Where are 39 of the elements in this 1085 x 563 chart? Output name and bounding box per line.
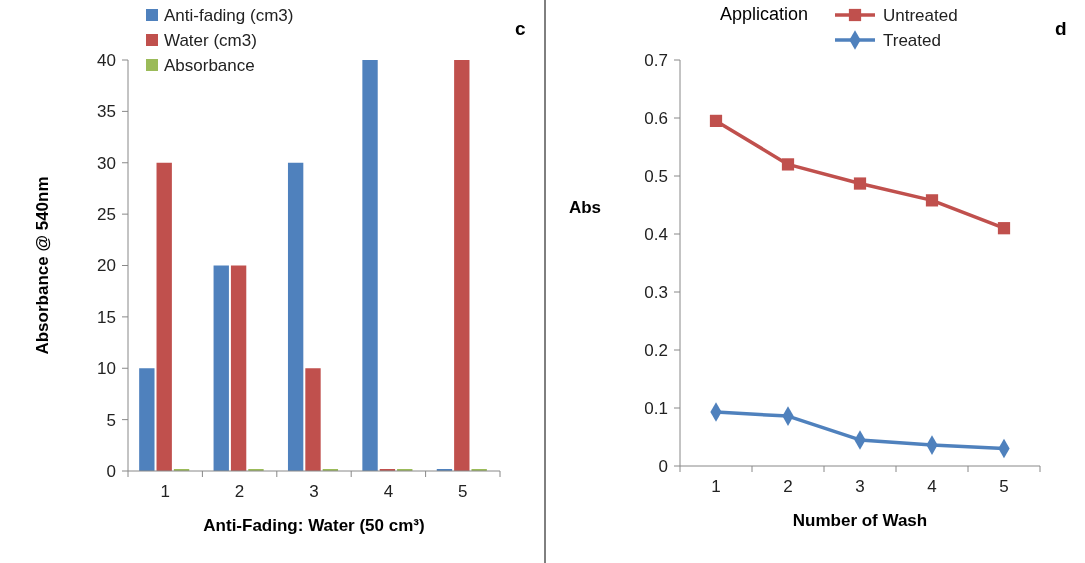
x-tick-label: 3 xyxy=(855,477,865,496)
text: d xyxy=(1055,18,1067,39)
x-tick-label: 4 xyxy=(383,482,394,501)
x-tick-label: 5 xyxy=(458,482,468,501)
x-tick-label: 1 xyxy=(711,477,721,496)
y-tick-label: 0.3 xyxy=(644,282,668,302)
y-tick-label: 30 xyxy=(97,153,116,173)
x-tick-label: 5 xyxy=(999,477,1009,496)
y-tick-label: 0.1 xyxy=(644,398,668,418)
y-tick-label: 15 xyxy=(97,307,116,327)
y-tick-label: 5 xyxy=(106,410,116,430)
y-tick-label: 0.6 xyxy=(644,108,668,128)
y-tick-label: 40 xyxy=(97,50,116,70)
y-tick-label: 0.5 xyxy=(644,166,668,186)
y-axis-title: Absorbance @ 540nm xyxy=(33,176,52,355)
x-axis-title: Anti-Fading: Water (50 cm³) xyxy=(203,516,425,535)
x-tick-label: 2 xyxy=(783,477,793,496)
x-tick-label: 3 xyxy=(309,482,319,501)
text: Application xyxy=(720,4,809,24)
legend-label: Anti-fading (cm3) xyxy=(164,5,294,25)
legend-label: Treated xyxy=(883,30,941,50)
x-tick-label: 2 xyxy=(234,482,245,501)
x-tick-label: 4 xyxy=(927,477,937,496)
x-axis-title: Number of Wash xyxy=(792,511,928,530)
y-tick-label: 20 xyxy=(97,256,116,276)
y-tick-label: 35 xyxy=(97,102,116,122)
y-tick-label: 0 xyxy=(658,456,668,476)
y-tick-label: 0.4 xyxy=(644,224,668,244)
y-axis-title: Abs xyxy=(568,198,602,217)
y-tick-label: 0.2 xyxy=(644,340,668,360)
y-tick-label: 25 xyxy=(97,205,116,225)
y-tick-label: 10 xyxy=(97,359,116,379)
text: c xyxy=(515,18,526,39)
y-tick-label: 0 xyxy=(106,461,116,481)
legend-label: Untreated xyxy=(883,5,958,25)
legend-label: Water (cm3) xyxy=(164,30,257,50)
y-tick-label: 0.7 xyxy=(644,50,668,70)
x-tick-label: 1 xyxy=(160,482,170,501)
legend-label: Absorbance xyxy=(164,55,255,75)
